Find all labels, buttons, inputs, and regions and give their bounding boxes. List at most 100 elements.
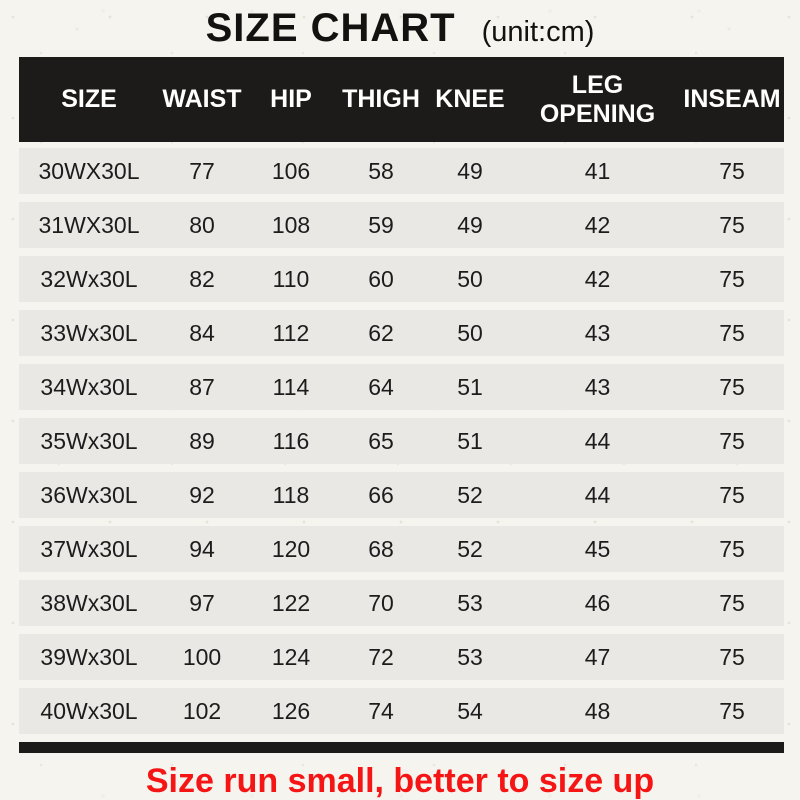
value-cell: 75	[719, 211, 745, 238]
value-cell: 49	[457, 211, 483, 238]
size-cell: 32Wx30L	[40, 265, 138, 292]
table-row: 39Wx30L 100 124 72 53 47 75	[19, 634, 784, 680]
value-cell: 92	[189, 481, 215, 508]
value-cell: 62	[368, 319, 394, 346]
value-cell: 41	[584, 157, 611, 184]
value-cell: 75	[719, 319, 745, 346]
value-cell: 75	[719, 535, 745, 562]
value-cell: 75	[719, 427, 745, 454]
value-cell: 82	[189, 265, 215, 292]
table-row: 40Wx30L 102 126 74 54 48 75	[19, 688, 784, 734]
value-cell: 100	[182, 643, 222, 670]
value-cell: 124	[271, 643, 311, 670]
value-cell: 43	[584, 319, 611, 346]
value-cell: 97	[189, 589, 215, 616]
value-cell: 106	[271, 157, 311, 184]
value-cell: 46	[584, 589, 611, 616]
table-row: 35Wx30L 89 116 65 51 44 75	[19, 418, 784, 464]
size-cell: 37Wx30L	[40, 535, 138, 562]
size-cell: 40Wx30L	[40, 697, 138, 724]
header-cell: LEG OPENING	[539, 70, 656, 128]
value-cell: 116	[272, 427, 310, 454]
header-cell: HIP	[270, 85, 312, 114]
table-row: 34Wx30L 87 114 64 51 43 75	[19, 364, 784, 410]
size-cell: 36Wx30L	[40, 481, 138, 508]
value-cell: 68	[368, 535, 394, 562]
header-cell: KNEE	[435, 85, 505, 114]
size-table: SIZE WAIST HIP THIGH KNEE LEG OPENING INSEAM 3…	[19, 57, 784, 753]
value-cell: 80	[189, 211, 215, 238]
value-cell: 51	[457, 427, 483, 454]
value-cell: 59	[368, 211, 394, 238]
value-cell: 45	[584, 535, 611, 562]
value-cell: 47	[584, 643, 611, 670]
value-cell: 75	[719, 157, 745, 184]
value-cell: 114	[272, 373, 310, 400]
value-cell: 50	[457, 265, 483, 292]
value-cell: 60	[368, 265, 394, 292]
header-cell: WAIST	[162, 85, 242, 114]
value-cell: 102	[182, 697, 222, 724]
size-cell: 38Wx30L	[40, 589, 138, 616]
value-cell: 58	[368, 157, 394, 184]
value-cell: 65	[368, 427, 394, 454]
value-cell: 122	[271, 589, 311, 616]
size-cell: 39Wx30L	[40, 643, 138, 670]
footer-note: Size run small, better to size up	[145, 762, 655, 800]
title-row: SIZE CHART (unit:cm)	[0, 0, 800, 57]
value-cell: 84	[189, 319, 215, 346]
table-row: 38Wx30L 97 122 70 53 46 75	[19, 580, 784, 626]
value-cell: 75	[719, 643, 745, 670]
value-cell: 44	[584, 481, 611, 508]
page-title: SIZE CHART	[205, 6, 456, 50]
table-row: 36Wx30L 92 118 66 52 44 75	[19, 472, 784, 518]
value-cell: 66	[368, 481, 394, 508]
size-cell: 34Wx30L	[40, 373, 138, 400]
value-cell: 52	[457, 481, 483, 508]
value-cell: 74	[368, 697, 394, 724]
table-row: 37Wx30L 94 120 68 52 45 75	[19, 526, 784, 572]
table-row: 33Wx30L 84 112 62 50 43 75	[19, 310, 784, 356]
value-cell: 72	[368, 643, 394, 670]
unit-label: (unit:cm)	[481, 16, 595, 48]
value-cell: 42	[584, 211, 611, 238]
value-cell: 77	[189, 157, 215, 184]
table-header: SIZE WAIST HIP THIGH KNEE LEG OPENING INSEAM	[19, 57, 784, 142]
value-cell: 75	[719, 265, 745, 292]
value-cell: 43	[584, 373, 611, 400]
value-cell: 75	[719, 373, 745, 400]
value-cell: 120	[271, 535, 311, 562]
size-cell: 30WX30L	[38, 157, 140, 184]
value-cell: 49	[457, 157, 483, 184]
size-cell: 31WX30L	[38, 211, 140, 238]
bottom-bar	[19, 742, 784, 753]
header-cell: THIGH	[342, 85, 420, 114]
value-cell: 75	[719, 697, 745, 724]
value-cell: 64	[368, 373, 394, 400]
value-cell: 87	[189, 373, 215, 400]
size-cell: 33Wx30L	[40, 319, 138, 346]
value-cell: 44	[584, 427, 611, 454]
value-cell: 110	[272, 265, 310, 292]
header-cell: INSEAM	[683, 85, 781, 114]
value-cell: 53	[457, 589, 483, 616]
size-cell: 35Wx30L	[40, 427, 138, 454]
table-body: 30WX30L 77 106 58 49 41 75 31WX30L 80 108 59 49 42 75…	[19, 148, 784, 734]
value-cell: 94	[189, 535, 215, 562]
value-cell: 75	[719, 481, 745, 508]
value-cell: 54	[457, 697, 483, 724]
table-row: 31WX30L 80 108 59 49 42 75	[19, 202, 784, 248]
value-cell: 108	[271, 211, 311, 238]
value-cell: 118	[272, 481, 310, 508]
value-cell: 70	[368, 589, 394, 616]
value-cell: 52	[457, 535, 483, 562]
value-cell: 89	[189, 427, 215, 454]
value-cell: 50	[457, 319, 483, 346]
table-row: 30WX30L 77 106 58 49 41 75	[19, 148, 784, 194]
table-row: 32Wx30L 82 110 60 50 42 75	[19, 256, 784, 302]
value-cell: 75	[719, 589, 745, 616]
value-cell: 48	[584, 697, 611, 724]
header-cell: SIZE	[61, 85, 117, 114]
value-cell: 51	[457, 373, 483, 400]
value-cell: 126	[271, 697, 311, 724]
